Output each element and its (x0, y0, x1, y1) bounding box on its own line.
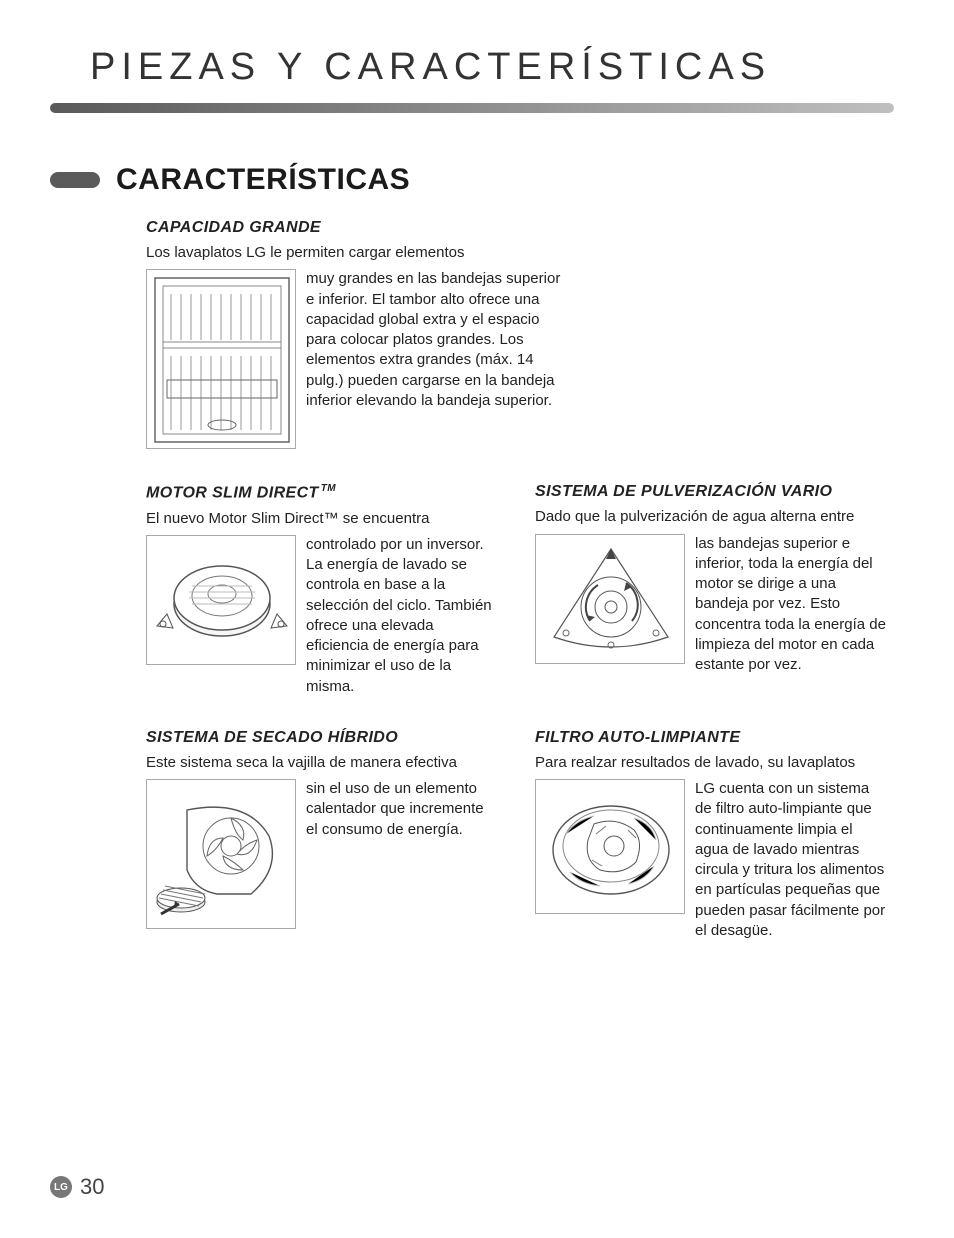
drying-fan-icon (146, 779, 296, 929)
feature-motor: MOTOR SLIM DIRECTTM El nuevo Motor Slim … (146, 483, 497, 697)
dishwasher-interior-icon (146, 269, 296, 449)
feature-text-capacidad: muy grandes en las bandejas superior e i… (306, 269, 566, 411)
feature-heading-motor-text: MOTOR SLIM DIRECT (146, 485, 319, 502)
feature-lead-motor: El nuevo Motor Slim Direct™ se encuentra (146, 509, 497, 529)
feature-text-secado: sin el uso de un elemento calentador que… (306, 779, 497, 840)
page-number: 30 (80, 1174, 104, 1200)
feature-capacidad: CAPACIDAD GRANDE Los lavaplatos LG le pe… (146, 219, 566, 449)
pill-icon (50, 172, 100, 188)
section-header: CARACTERÍSTICAS (50, 163, 894, 197)
feature-heading-capacidad: CAPACIDAD GRANDE (146, 219, 566, 237)
feature-heading-secado: SISTEMA DE SECADO HÍBRIDO (146, 729, 497, 747)
feature-heading-spray: SISTEMA DE PULVERIZACIÓN VARIO (535, 483, 886, 501)
tm-icon: TM (321, 483, 336, 494)
feature-lead-secado: Este sistema seca la vajilla de manera e… (146, 753, 497, 773)
feature-heading-motor: MOTOR SLIM DIRECTTM (146, 483, 497, 502)
filter-icon (535, 779, 685, 914)
manual-page: PIEZAS Y CARACTERÍSTICAS CARACTERÍSTICAS… (0, 0, 954, 1238)
title-rule (50, 103, 894, 113)
lg-logo-icon: LG (50, 1176, 72, 1198)
feature-text-motor: controlado por un inversor. La energía d… (306, 535, 497, 697)
feature-secado: SISTEMA DE SECADO HÍBRIDO Este sistema s… (146, 729, 497, 941)
content-area: CAPACIDAD GRANDE Los lavaplatos LG le pe… (50, 219, 894, 941)
feature-spray: SISTEMA DE PULVERIZACIÓN VARIO Dado que … (535, 483, 886, 697)
page-footer: LG 30 (50, 1174, 104, 1200)
feature-filtro: FILTRO AUTO-LIMPIANTE Para realzar resul… (535, 729, 886, 941)
feature-heading-filtro: FILTRO AUTO-LIMPIANTE (535, 729, 886, 747)
feature-lead-spray: Dado que la pulverización de agua altern… (535, 507, 886, 527)
page-title: PIEZAS Y CARACTERÍSTICAS (90, 46, 894, 89)
feature-lead-filtro: Para realzar resultados de lavado, su la… (535, 753, 886, 773)
motor-icon (146, 535, 296, 665)
spray-arm-icon (535, 534, 685, 664)
feature-text-spray: las bandejas superior e inferior, toda l… (695, 534, 886, 676)
feature-text-filtro: LG cuenta con un sistema de filtro auto-… (695, 779, 886, 941)
section-title: CARACTERÍSTICAS (116, 163, 410, 197)
feature-lead-capacidad: Los lavaplatos LG le permiten cargar ele… (146, 243, 566, 263)
